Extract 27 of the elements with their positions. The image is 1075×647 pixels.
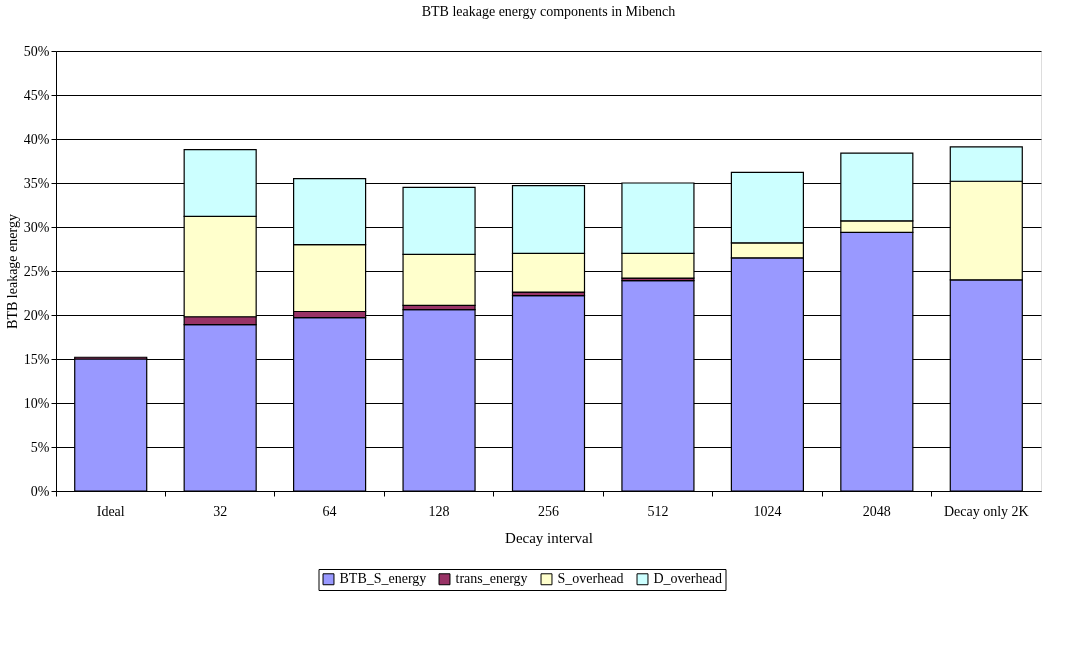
x-tick-label: 32 — [213, 503, 228, 519]
legend-label: trans_energy — [455, 571, 528, 587]
y-tick-label: 25% — [23, 263, 50, 279]
y-tick-label: 45% — [23, 87, 50, 103]
x-tick-label: 2048 — [862, 503, 891, 519]
y-tick-label: 15% — [23, 351, 50, 367]
y-axis-title: BTB leakage energy — [4, 214, 20, 329]
y-tick-label: 10% — [23, 395, 50, 411]
legend-label: S_overhead — [557, 571, 624, 587]
legend-label: BTB_S_energy — [339, 571, 427, 587]
y-tick-label: 30% — [23, 219, 50, 235]
y-tick-label: 5% — [30, 439, 50, 455]
x-tick-label: Decay only 2K — [943, 503, 1029, 519]
y-tick-label: 50% — [23, 43, 50, 59]
legend-label: D_overhead — [653, 571, 722, 587]
x-tick-label: 512 — [647, 503, 669, 519]
chart-title: BTB leakage energy components in Mibench — [421, 4, 676, 19]
y-tick-label: 20% — [23, 307, 50, 323]
x-tick-label: 64 — [322, 503, 337, 519]
y-tick-label: 35% — [23, 175, 50, 191]
x-tick-label: 256 — [538, 503, 559, 519]
x-tick-label: 1024 — [753, 503, 782, 519]
x-tick-label: Ideal — [96, 503, 125, 519]
y-tick-label: 0% — [30, 483, 50, 499]
x-axis-title: Decay interval — [505, 529, 593, 546]
y-tick-label: 40% — [23, 131, 50, 147]
x-tick-label: 128 — [428, 503, 450, 519]
